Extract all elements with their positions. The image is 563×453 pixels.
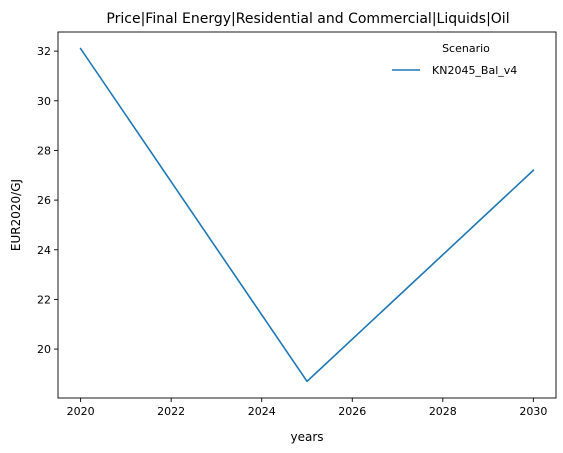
y-axis-label: EUR2020/GJ	[9, 179, 23, 251]
y-tick-label-24: 24	[37, 244, 51, 257]
y-tick-label-32: 32	[37, 45, 51, 58]
x-axis: 2020 2022 2024 2026 2028 2030	[67, 398, 547, 418]
series-line-kn2045-bal-v4	[79, 47, 535, 383]
legend: Scenario KN2045_Bal_v4	[392, 42, 517, 77]
y-tick-label-28: 28	[37, 144, 51, 157]
x-tick-label-2028: 2028	[429, 405, 457, 418]
legend-title: Scenario	[442, 42, 490, 55]
y-tick-label-20: 20	[37, 343, 51, 356]
plot-area	[79, 47, 535, 383]
x-tick-label-2026: 2026	[338, 405, 366, 418]
y-tick-label-26: 26	[37, 194, 51, 207]
x-axis-label: years	[290, 430, 323, 444]
x-tick-label-2030: 2030	[519, 405, 547, 418]
x-tick-label-2024: 2024	[248, 405, 276, 418]
y-axis: 20 22 24 26 28 30 32	[37, 45, 58, 356]
x-tick-label-2022: 2022	[157, 405, 185, 418]
plot-frame	[57, 31, 557, 399]
legend-entry-kn2045-bal-v4: KN2045_Bal_v4	[432, 64, 517, 77]
chart-title: Price|Final Energy|Residential and Comme…	[106, 11, 509, 27]
y-tick-label-22: 22	[37, 293, 51, 306]
x-tick-label-2020: 2020	[67, 405, 95, 418]
y-tick-label-30: 30	[37, 95, 51, 108]
